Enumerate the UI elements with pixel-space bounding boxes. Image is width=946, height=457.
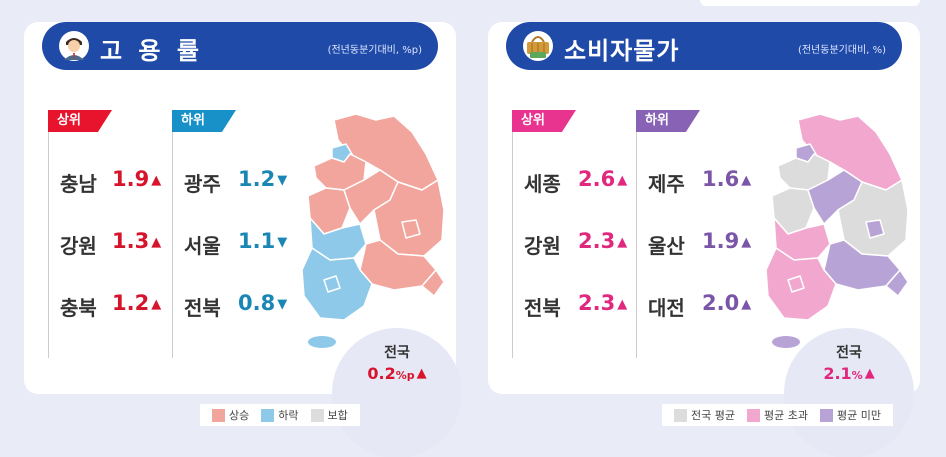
divider [512, 132, 513, 358]
swatch [212, 408, 225, 422]
region-value: 2.3 ▲ [578, 229, 628, 253]
legend-item-rise: 상승 [212, 407, 249, 423]
region-name: 울산 [648, 234, 685, 258]
region-value: 0.8 ▼ [238, 291, 288, 315]
national-value: 2.1% ▲ [823, 364, 875, 383]
cpi-panel: 소비자물가 (전년동분기대비, %) 상위 하위 세종 2.6 ▲ 강원 2.3 ▲… [488, 22, 920, 457]
cpi-title: 소비자물가 [564, 37, 680, 65]
cpi-legend: 전국 평균 평균 초과 평균 미만 [662, 404, 893, 426]
region-name: 세종 [524, 172, 561, 196]
region-name: 서울 [184, 234, 221, 258]
divider [172, 132, 173, 358]
region-name: 전북 [184, 296, 221, 320]
legend-item-flat: 보합 [310, 407, 348, 423]
person-icon [59, 31, 89, 61]
region-value: 1.9 ▲ [112, 167, 162, 191]
cpi-note: (전년동분기대비, %) [797, 45, 886, 56]
swatch [261, 408, 275, 422]
legend-item-above: 평균 초과 [746, 407, 808, 423]
region-name: 강원 [524, 234, 561, 258]
swatch [310, 408, 324, 422]
shopping-basket-icon [523, 31, 553, 61]
employment-national-bubble: 전국 0.2%p ▲ [332, 328, 462, 457]
region-value: 1.3 ▲ [112, 229, 162, 253]
region-name: 충남 [60, 172, 97, 196]
region-value: 1.1 ▼ [238, 229, 288, 253]
cpi-lower-tag: 하위 [636, 110, 700, 132]
employment-note: (전년동분기대비, %p) [327, 45, 422, 56]
region-name: 대전 [648, 296, 685, 320]
divider [636, 132, 637, 358]
cpi-national-bubble: 전국 2.1% ▲ [784, 328, 914, 457]
employment-panel: 고 용 률 (전년동분기대비, %p) 상위 하위 충남 1.9 ▲ 강원 1.3… [24, 22, 462, 457]
swatch [674, 408, 687, 422]
cpi-korea-map [765, 113, 909, 348]
employment-lower-tag: 하위 [172, 110, 236, 132]
region-value: 2.0 ▲ [702, 291, 752, 315]
region-value: 1.6 ▲ [702, 167, 752, 191]
national-value: 0.2%p ▲ [367, 364, 427, 383]
region-value: 2.6 ▲ [578, 167, 628, 191]
legend-item-average: 전국 평균 [674, 407, 735, 423]
region-value: 1.9 ▲ [702, 229, 752, 253]
swatch [819, 408, 833, 422]
region-value: 2.3 ▲ [578, 291, 628, 315]
national-label: 전국 [384, 345, 410, 361]
region-value: 1.2 ▼ [238, 167, 288, 191]
region-name: 전북 [524, 296, 561, 320]
region-value: 1.2 ▲ [112, 291, 162, 315]
national-label: 전국 [836, 345, 862, 361]
region-name: 제주 [648, 172, 685, 196]
divider [48, 132, 49, 358]
employment-upper-tag: 상위 [48, 110, 112, 132]
cpi-upper-tag: 상위 [512, 110, 576, 132]
employment-korea-map [301, 113, 445, 348]
employment-header: 고 용 률 (전년동분기대비, %p) [42, 22, 438, 70]
employment-title: 고 용 률 [100, 37, 203, 65]
region-name: 충북 [60, 296, 97, 320]
cpi-header: 소비자물가 (전년동분기대비, %) [506, 22, 902, 70]
region-name: 강원 [60, 234, 97, 258]
legend-item-below: 평균 미만 [819, 407, 881, 423]
swatch [746, 408, 760, 422]
region-name: 광주 [184, 172, 221, 196]
top-strip [700, 0, 920, 6]
employment-legend: 상승 하락 보합 [200, 404, 360, 426]
legend-item-fall: 하락 [261, 407, 299, 423]
